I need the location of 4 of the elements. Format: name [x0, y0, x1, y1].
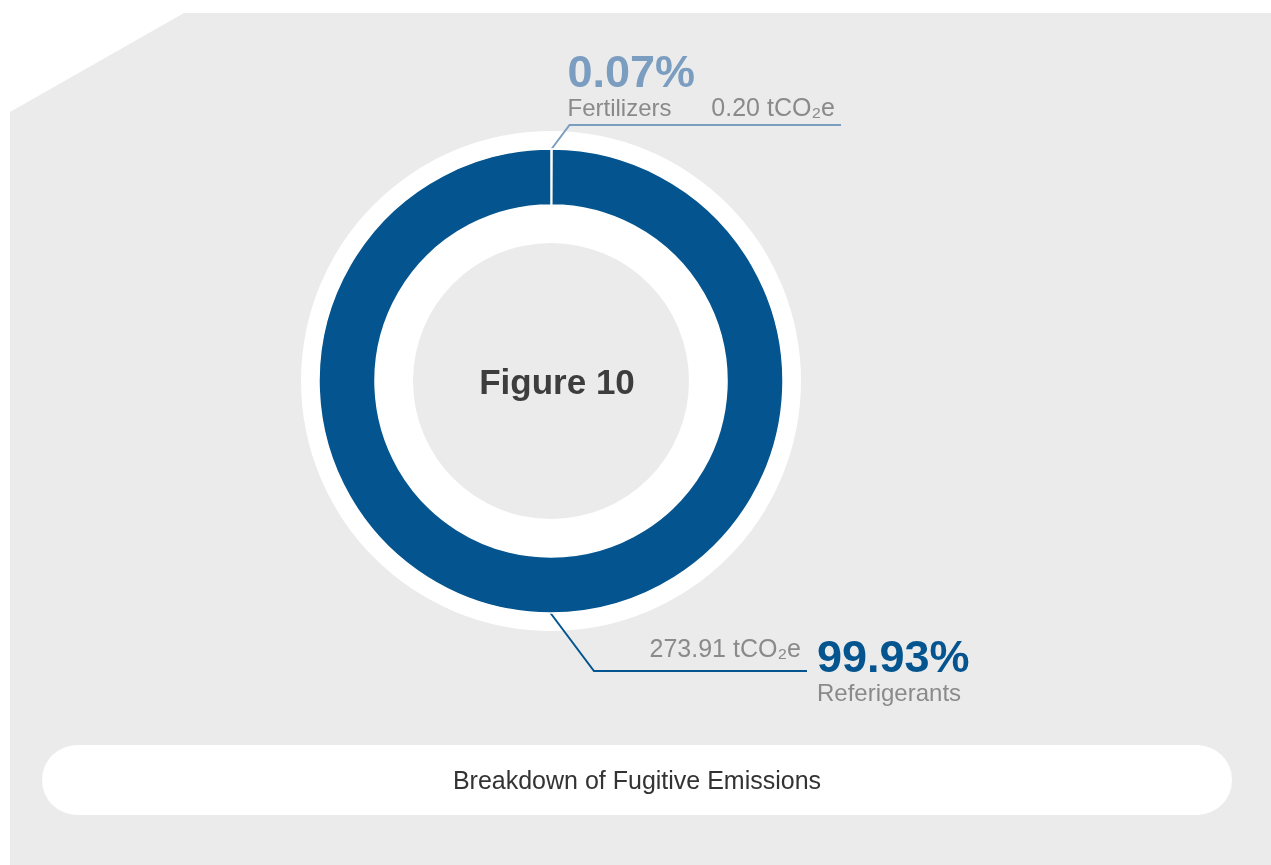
text: Figure 10	[479, 361, 635, 401]
caption-pill: Breakdown of Fugitive Emissions	[42, 745, 1232, 815]
data-label: 273.91 tCO₂e	[649, 634, 801, 663]
data-label: 0.20 tCO₂e	[711, 92, 835, 121]
